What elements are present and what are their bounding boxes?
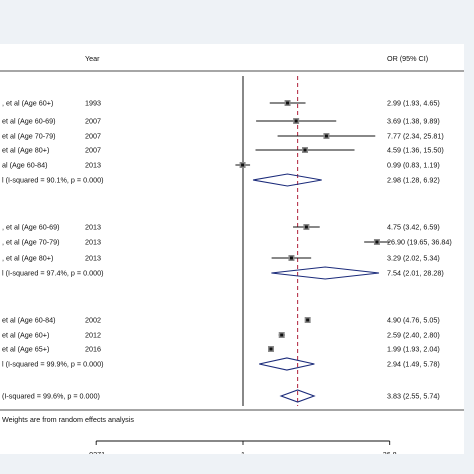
study-year: 2007 [85,117,101,126]
subtotal-diamond [271,266,380,280]
ci-text: 2.99 (1.93, 4.65) [387,99,440,108]
study-label: , et al (Age 60-69) [2,223,60,232]
study-label: et al (Age 70-79) [2,132,56,141]
point-estimate [289,256,293,260]
ci-text: 2.59 (2.40, 2.80) [387,331,440,340]
ci-text: 7.54 (2.01, 28.28) [387,269,444,278]
ci-text: 3.29 (2.02, 5.34) [387,254,440,263]
study-label: , et al (Age 80+) [2,254,53,263]
study-year: 2013 [85,238,101,247]
study-label: et al (Age 60-84) [2,316,56,325]
study-year: 2007 [85,146,101,155]
header-year: Year [85,54,100,63]
study-year: 2013 [85,254,101,263]
ci-text: 4.59 (1.36, 15.50) [387,146,444,155]
study-label: l (I-squared = 97.4%, p = 0.000) [2,269,104,278]
study-year: 2016 [85,345,101,354]
overall-diamond [279,389,316,403]
study-year: 2013 [85,161,101,170]
study-year: 2002 [85,316,101,325]
study-label: (I-squared = 99.6%, p = 0.000) [2,392,100,401]
subtotal-diamond [259,357,315,371]
point-estimate [280,333,284,337]
footnote: Weights are from random effects analysis [2,415,134,424]
point-estimate [269,347,273,351]
ci-text: 26.90 (19.65, 36.84) [387,238,452,247]
forest-plot: Year OR (95% CI) , et al (Age 60+) 1993 2.… [0,54,464,459]
ci-text: 4.75 (3.42, 6.59) [387,223,440,232]
study-label: et al (Age 65+) [2,345,49,354]
x-tick-label: 36.8 [383,450,397,454]
ci-text: 2.94 (1.49, 5.78) [387,360,440,369]
study-label: l (I-squared = 90.1%, p = 0.000) [2,176,104,185]
header-or: OR (95% CI) [387,54,428,63]
ci-text: 7.77 (2.34, 25.81) [387,132,444,141]
study-year: 2013 [85,223,101,232]
x-tick-label: .0271 [87,450,105,454]
point-estimate [294,119,298,123]
point-estimate [324,134,328,138]
study-year: 2012 [85,331,101,340]
study-label: , et al (Age 70-79) [2,238,60,247]
point-estimate [241,163,245,167]
point-estimate [304,225,308,229]
study-year: 1993 [85,99,101,108]
subtotal-diamond [252,173,322,187]
study-label: et al (Age 80+) [2,146,49,155]
study-label: et al (Age 60-69) [2,117,56,126]
ci-text: 4.90 (4.76, 5.05) [387,316,440,325]
point-estimate [286,101,290,105]
rows-layer: , et al (Age 60+) 1993 2.99 (1.93, 4.65) et… [2,76,452,406]
study-label: al (Age 60-84) [2,161,48,170]
study-label: , et al (Age 60+) [2,99,53,108]
point-estimate [306,318,310,322]
study-year: 2007 [85,132,101,141]
ci-text: 3.83 (2.55, 5.74) [387,392,440,401]
study-label: l (I-squared = 99.9%, p = 0.000) [2,360,104,369]
ci-text: 3.69 (1.38, 9.89) [387,117,440,126]
x-axis: .0271 1 36.8 [87,440,397,459]
study-label: et al (Age 60+) [2,331,49,340]
ci-text: 0.99 (0.83, 1.19) [387,161,440,170]
x-tick-label: 1 [241,450,245,454]
ci-text: 2.98 (1.28, 6.92) [387,176,440,185]
ci-text: 1.99 (1.93, 2.04) [387,345,440,354]
point-estimate [303,148,307,152]
point-estimate [375,240,379,244]
plot-panel: Year OR (95% CI) , et al (Age 60+) 1993 2.… [0,44,464,459]
